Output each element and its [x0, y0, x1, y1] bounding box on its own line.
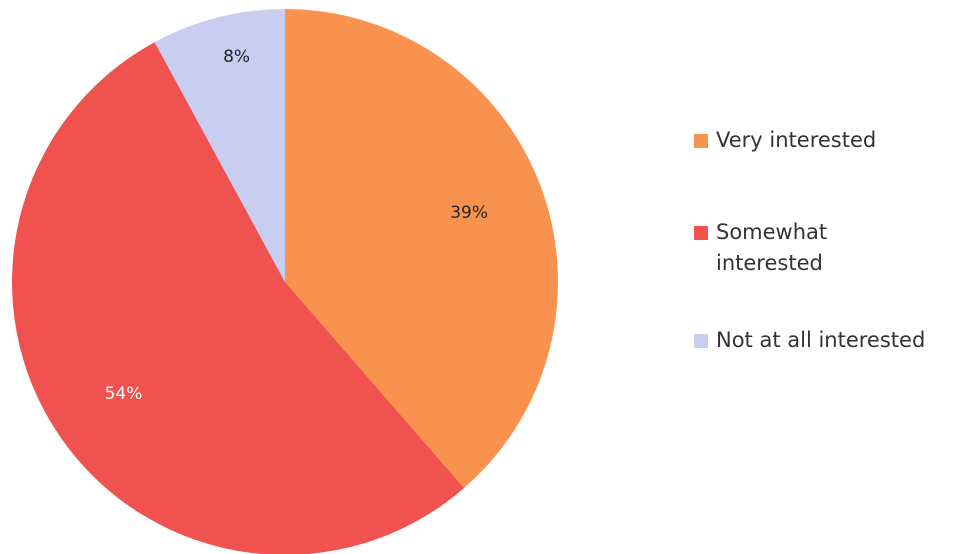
legend-label: Not at all interested: [716, 328, 926, 352]
legend-item: Somewhat interested: [694, 217, 886, 279]
data-label: 39%: [450, 203, 488, 223]
data-label: 54%: [105, 384, 143, 404]
legend-swatch: [694, 334, 708, 348]
pie-slice: [285, 9, 558, 489]
legend-label: Somewhat interested: [716, 220, 828, 275]
pie-slice: [12, 42, 465, 554]
legend-label: Very interested: [716, 128, 877, 152]
legend-item: Very interested: [694, 125, 886, 156]
legend-item: Not at all interested: [694, 325, 959, 356]
legend-swatch: [694, 134, 708, 148]
data-label: 8%: [223, 47, 250, 67]
legend: Very interested Somewhat interested Not at…: [694, 125, 959, 356]
pie-slice: [154, 9, 285, 282]
legend-swatch: [694, 226, 708, 240]
